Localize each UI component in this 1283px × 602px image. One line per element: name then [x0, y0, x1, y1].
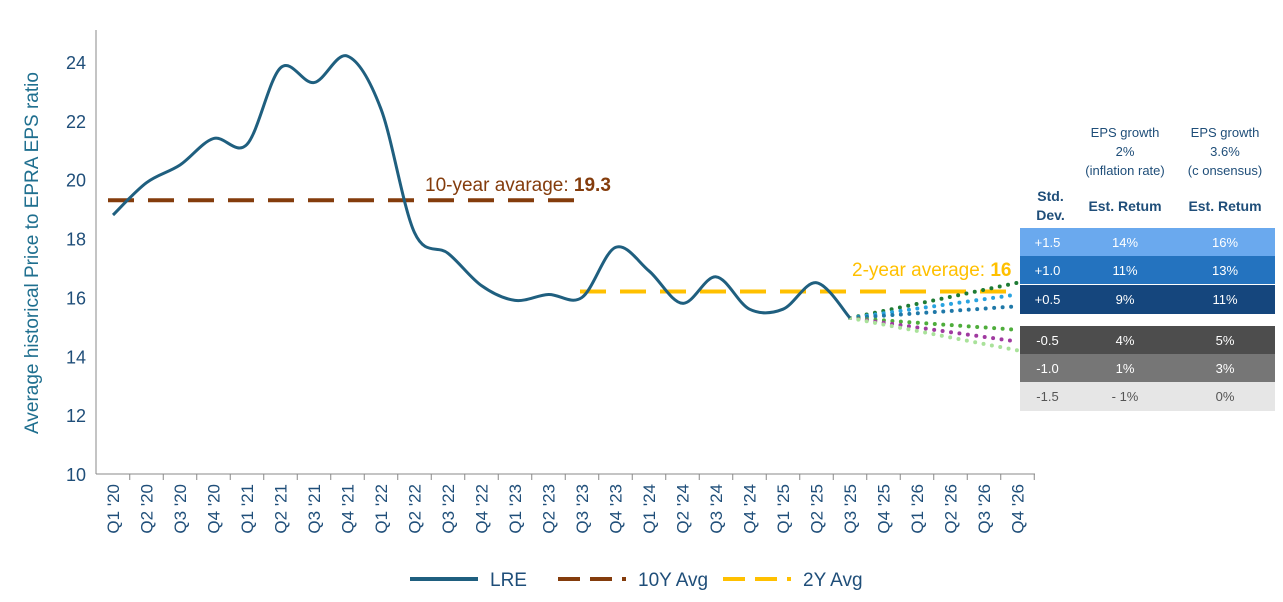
x-tick-label: Q3 '26 — [975, 484, 994, 534]
table-row: -1.5 - 1% 0% — [1020, 382, 1275, 411]
table-row: -1.0 1% 3% — [1020, 354, 1275, 382]
y-axis-title: Average historical Price to EPRA EPS rat… — [22, 72, 43, 434]
table-cell: -1.5 — [1036, 389, 1059, 404]
x-tick-label: Q3 '22 — [439, 484, 458, 534]
y-tick-label: 12 — [66, 406, 86, 426]
legend-label: LRE — [490, 570, 527, 591]
x-tick-label: Q1 '26 — [908, 484, 927, 534]
std-dev-header: Std. Dev. — [1036, 188, 1065, 223]
col1-header: EPS growth 2% (inflation rate) — [1075, 123, 1175, 180]
y-tick-label: 16 — [66, 288, 86, 308]
y-tick-label: 24 — [66, 53, 86, 73]
x-tick-label: Q3 '21 — [305, 484, 324, 534]
table-cell: +1.5 — [1034, 234, 1061, 250]
table-cell: 9% — [1115, 292, 1135, 307]
x-tick-label: Q2 '22 — [406, 484, 425, 534]
projection-line — [848, 280, 1020, 321]
table-row: +0.5 9% 11% — [1020, 285, 1275, 314]
lre-line — [111, 54, 852, 320]
two-year-prefix: 2-year average: — [852, 260, 990, 281]
x-tick-label: Q3 '23 — [573, 484, 592, 534]
table-cell: 1% — [1115, 360, 1135, 376]
projection-line — [848, 316, 1020, 353]
table-row: +1.5 14% 16% — [1020, 228, 1275, 256]
table-row: -0.5 4% 5% — [1020, 326, 1275, 354]
x-tick-label: Q4 '24 — [741, 484, 760, 534]
table-cell: - 1% — [1111, 389, 1139, 404]
y-tick-label: 20 — [66, 171, 86, 191]
x-tick-label: Q2 '20 — [138, 484, 157, 534]
x-tick-label: Q4 '25 — [875, 484, 894, 534]
table-cell: -1.0 — [1036, 360, 1059, 376]
projection-line — [848, 316, 1020, 332]
table-cell: 4% — [1115, 332, 1135, 348]
col2-header-line: 3.6% — [1210, 144, 1240, 159]
table-cell: 16% — [1211, 234, 1239, 250]
x-tick-label: Q4 '20 — [205, 484, 224, 534]
table-row: +1.0 11% 13% — [1020, 256, 1275, 284]
x-tick-label: Q4 '23 — [607, 484, 626, 534]
col2-header-line: (c onsensus) — [1187, 163, 1263, 178]
table-cell: 14% — [1111, 234, 1139, 250]
table-cell: 5% — [1215, 332, 1235, 348]
two-year-value: 16 — [990, 260, 1011, 281]
x-tick-label: Q2 '26 — [942, 484, 961, 534]
x-tick-label: Q4 '26 — [1009, 484, 1028, 534]
x-tick-label: Q1 '21 — [238, 484, 257, 534]
est-return-header-2: Est. Retum — [1188, 198, 1262, 214]
x-tick-label: Q2 '25 — [808, 484, 827, 534]
legend-label: 10Y Avg — [638, 570, 708, 591]
legend-label: 2Y Avg — [803, 570, 863, 591]
x-tick-label: Q1 '25 — [774, 484, 793, 534]
x-tick-label: Q3 '24 — [707, 484, 726, 534]
x-tick-label: Q4 '22 — [473, 484, 492, 534]
y-tick-label: 14 — [66, 347, 86, 367]
col1-header-line: 2% — [1115, 144, 1135, 159]
table-cell: 11% — [1112, 262, 1138, 278]
ten-year-prefix: 10-year avarage: — [425, 175, 574, 196]
projection-line — [848, 292, 1020, 321]
y-tick-label: 22 — [66, 112, 86, 132]
table-cell: 13% — [1211, 262, 1239, 278]
x-tick-label: Q1 '23 — [506, 484, 525, 534]
est-return-header-1: Est. Retum — [1088, 198, 1162, 214]
x-tick-label: Q1 '22 — [372, 484, 391, 534]
two-year-average-label: 2-year average: 16 — [852, 260, 1012, 281]
x-tick-label: Q3 '25 — [841, 484, 860, 534]
table-cell: 11% — [1212, 292, 1238, 307]
x-tick-label: Q2 '21 — [272, 484, 291, 534]
x-tick-label: Q4 '21 — [339, 484, 358, 534]
projection-line — [848, 316, 1020, 344]
table-cell: +1.0 — [1034, 262, 1061, 278]
y-tick-label: 18 — [66, 230, 86, 250]
table-cell: +0.5 — [1034, 292, 1061, 307]
table-cell: 3% — [1215, 360, 1235, 376]
col2-header-line: EPS growth — [1190, 125, 1260, 140]
table-cell: -0.5 — [1036, 332, 1059, 348]
col1-header-line: (inflation rate) — [1085, 163, 1165, 178]
y-tick-label: 10 — [66, 465, 86, 485]
col2-header: EPS growth 3.6% (c onsensus) — [1175, 123, 1275, 180]
projection-line — [848, 304, 1020, 321]
x-tick-label: Q2 '23 — [540, 484, 559, 534]
x-tick-label: Q3 '20 — [171, 484, 190, 534]
table-cell: 0% — [1215, 389, 1235, 404]
ten-year-average-label: 10-year avarage: 19.3 — [425, 175, 611, 196]
x-tick-label: Q1 '24 — [640, 484, 659, 534]
ten-year-value: 19.3 — [574, 175, 611, 196]
x-tick-label: Q2 '24 — [674, 484, 693, 534]
col1-header-line: EPS growth — [1090, 125, 1160, 140]
x-tick-label: Q1 '20 — [104, 484, 123, 534]
